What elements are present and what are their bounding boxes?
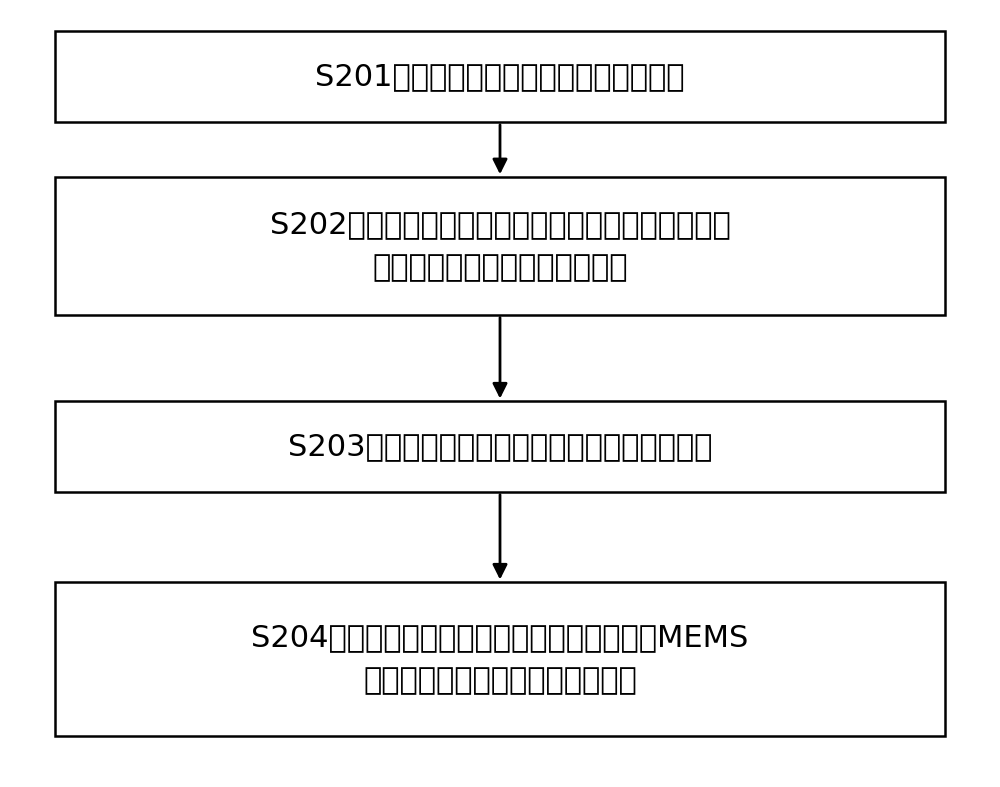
FancyBboxPatch shape: [55, 31, 945, 122]
Text: 扫描镜在预设时长内停止扫描摆动: 扫描镜在预设时长内停止扫描摆动: [363, 667, 637, 695]
Text: S203，对辅助扫描点进行聚类处理，得到聚类块: S203，对辅助扫描点进行聚类处理，得到聚类块: [288, 432, 712, 461]
FancyBboxPatch shape: [55, 582, 945, 736]
Text: S204，当聚类块的数量大于预设阈值时，确定MEMS: S204，当聚类块的数量大于预设阈值时，确定MEMS: [251, 623, 749, 652]
FancyBboxPatch shape: [55, 401, 945, 492]
Text: S201，获得在预设时长内产生的原始点云: S201，获得在预设时长内产生的原始点云: [315, 62, 685, 91]
Text: S202，根据原始点云中各个原始扫描点的发射角度，: S202，根据原始点云中各个原始扫描点的发射角度，: [270, 210, 730, 238]
FancyBboxPatch shape: [55, 177, 945, 315]
Text: 生成预设测距值对应的辅助点云: 生成预设测距值对应的辅助点云: [372, 253, 628, 282]
